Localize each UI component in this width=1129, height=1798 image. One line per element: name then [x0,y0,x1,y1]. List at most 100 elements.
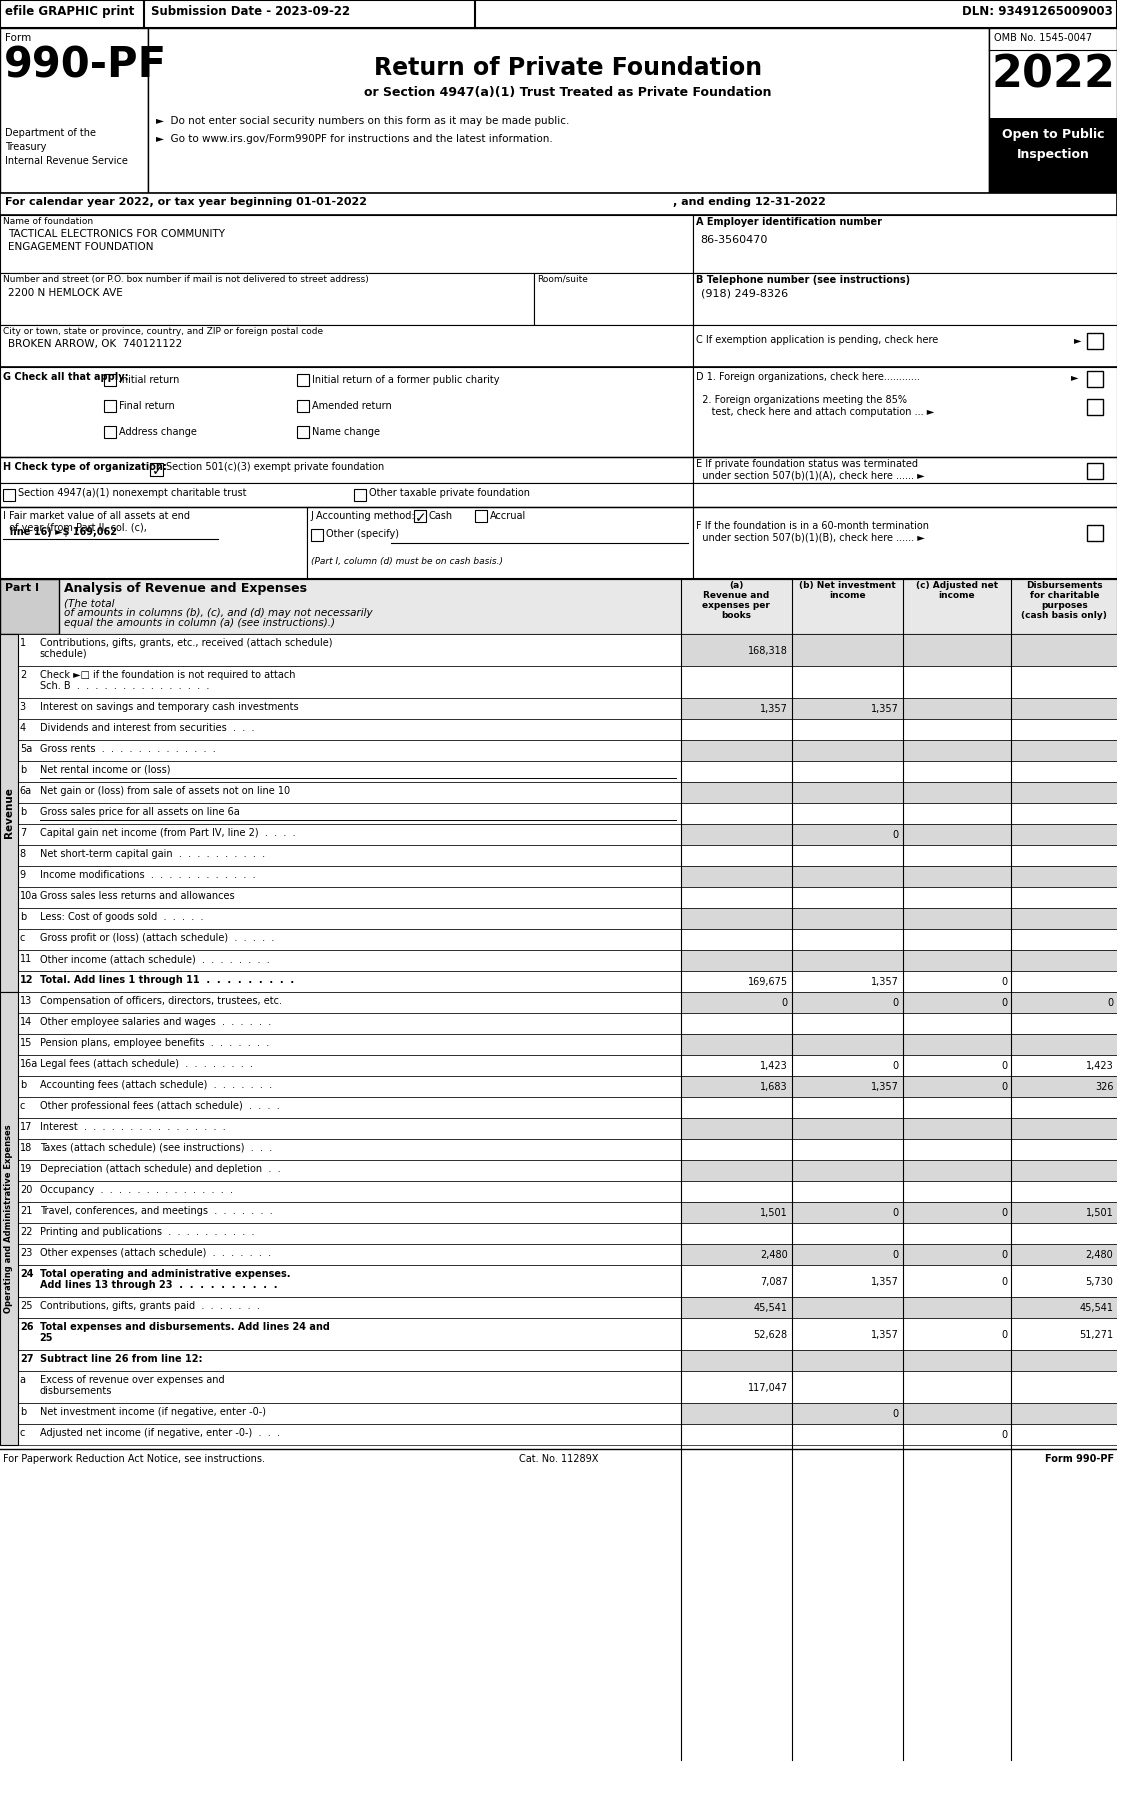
Bar [791,1097,902,1118]
Text: 5a: 5a [20,744,32,753]
Bar [791,1181,902,1203]
Text: Address change: Address change [119,426,196,437]
Bar [681,1181,791,1203]
Bar [1012,782,1118,804]
Bar [18,1350,681,1372]
Text: E If private foundation status was terminated: E If private foundation status was termi… [695,458,918,469]
Bar [310,529,323,541]
Text: disbursements: disbursements [40,1386,112,1395]
Text: Adjusted net income (if negative, enter -0-)  .  .  .: Adjusted net income (if negative, enter … [40,1428,280,1438]
Bar [18,1266,681,1296]
Text: Net gain or (loss) from sale of assets not on line 10: Net gain or (loss) from sale of assets n… [40,786,290,797]
Text: Cash: Cash [429,511,453,521]
Text: (b) Net investment: (b) Net investment [799,581,895,590]
Text: 2200 N HEMLOCK AVE: 2200 N HEMLOCK AVE [8,288,123,298]
Text: Revenue: Revenue [3,788,14,838]
Bar [902,886,1012,908]
Text: 1,357: 1,357 [870,705,899,714]
Text: 2022: 2022 [991,54,1115,97]
Text: 0: 0 [893,998,899,1009]
Text: 169,675: 169,675 [747,976,788,987]
Text: Total expenses and disbursements. Add lines 24 and: Total expenses and disbursements. Add li… [40,1322,330,1332]
Text: b: b [20,764,26,775]
Text: 1,501: 1,501 [1086,1208,1113,1217]
Text: Net investment income (if negative, enter -0-): Net investment income (if negative, ente… [40,1408,265,1417]
Bar [791,1138,902,1160]
Bar [1012,1223,1118,1244]
Bar [1012,1296,1118,1318]
Text: Net rental income or (loss): Net rental income or (loss) [40,764,170,775]
Text: c: c [20,933,25,942]
Bar [791,908,902,930]
Bar [1012,992,1118,1012]
Bar [681,698,791,719]
Bar [902,1055,1012,1075]
Bar [18,1402,681,1424]
Bar [681,867,791,886]
Text: Amended return: Amended return [312,401,392,412]
Bar [681,1160,791,1181]
Bar [1012,1138,1118,1160]
Text: 990-PF: 990-PF [5,43,167,86]
Bar [18,908,681,930]
Bar [902,1181,1012,1203]
Text: 20: 20 [20,1185,32,1196]
Bar [681,1350,791,1372]
Bar [18,930,681,949]
Text: 17: 17 [20,1122,32,1133]
Text: 117,047: 117,047 [747,1383,788,1393]
Bar [681,908,791,930]
Bar [1012,741,1118,761]
Text: 6a: 6a [20,786,32,797]
Bar [681,971,791,992]
Bar [1012,1012,1118,1034]
Bar [18,761,681,782]
Text: Interest on savings and temporary cash investments: Interest on savings and temporary cash i… [40,701,298,712]
Bar [791,1266,902,1296]
Text: Net short-term capital gain  .  .  .  .  .  .  .  .  .  .: Net short-term capital gain . . . . . . … [40,849,264,859]
Text: Final return: Final return [119,401,175,412]
Text: income: income [938,592,975,601]
Text: 1,423: 1,423 [1086,1061,1113,1072]
Bar [475,511,487,521]
Bar [0,192,1118,216]
Bar [902,1075,1012,1097]
Text: schedule): schedule) [40,649,87,660]
Bar [1012,867,1118,886]
Bar [681,992,791,1012]
Bar [681,741,791,761]
Text: 15: 15 [20,1037,32,1048]
Bar [0,507,307,579]
Text: 0: 0 [1001,976,1007,987]
Bar [791,698,902,719]
Bar [902,1203,1012,1223]
Text: 1,357: 1,357 [760,705,788,714]
Bar [0,273,534,325]
Bar [902,1160,1012,1181]
Text: Add lines 13 through 23  .  .  .  .  .  .  .  .  .  .: Add lines 13 through 23 . . . . . . . . … [40,1280,277,1289]
Text: ✓: ✓ [151,464,163,478]
Bar [1012,908,1118,930]
Bar [902,782,1012,804]
Bar [18,845,681,867]
Bar [791,635,902,665]
Text: b: b [20,1081,26,1090]
Text: 23: 23 [20,1248,32,1259]
Text: Sch. B  .  .  .  .  .  .  .  .  .  .  .  .  .  .  .: Sch. B . . . . . . . . . . . . . . . [40,681,209,690]
Bar [791,1244,902,1266]
Bar [18,1181,681,1203]
Text: 11: 11 [20,955,32,964]
Bar [0,484,693,507]
Bar [681,930,791,949]
Text: of amounts in columns (b), (c), and (d) may not necessarily: of amounts in columns (b), (c), and (d) … [64,608,373,619]
Bar [681,1203,791,1223]
Text: 45,541: 45,541 [754,1304,788,1313]
Text: Accounting fees (attach schedule)  .  .  .  .  .  .  .: Accounting fees (attach schedule) . . . … [40,1081,272,1090]
Bar [902,867,1012,886]
Text: 14: 14 [20,1018,32,1027]
Text: a: a [20,1375,26,1384]
Bar [681,1266,791,1296]
Bar [18,665,681,698]
Bar [297,426,309,439]
Bar [791,1424,902,1446]
